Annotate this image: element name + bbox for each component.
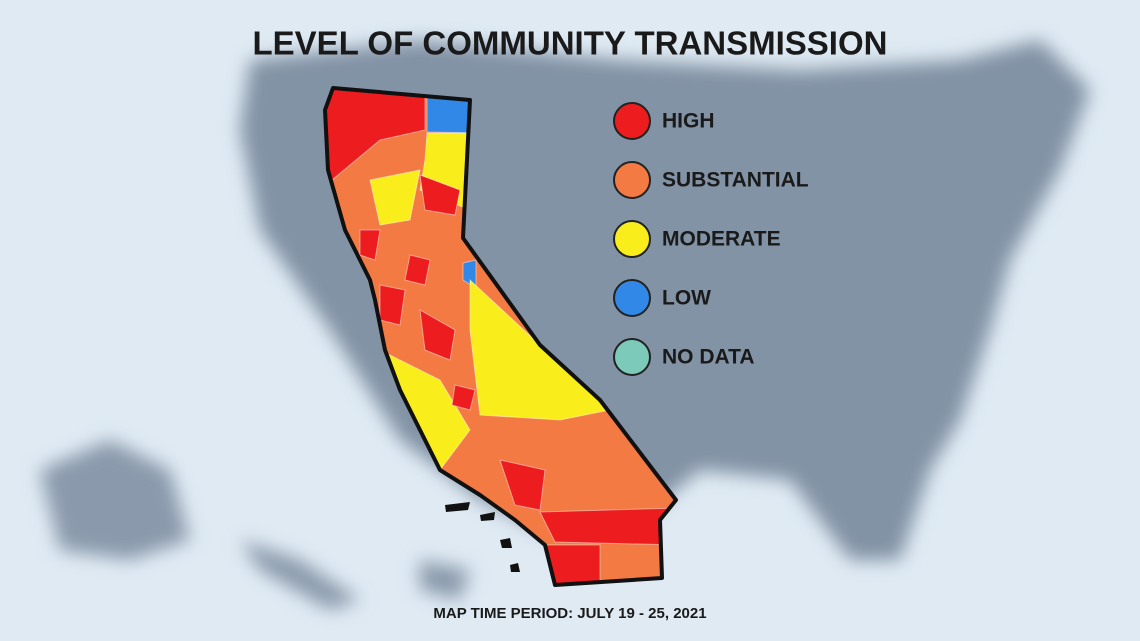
county-region: [379, 284, 406, 326]
county-region: [325, 88, 426, 192]
legend-swatch: [613, 338, 651, 376]
county-region: [369, 169, 421, 226]
legend-label: NO DATA: [662, 346, 755, 369]
legend-label: SUBSTANTIAL: [662, 169, 809, 192]
legend-swatch: [613, 279, 651, 317]
county-region: [451, 384, 476, 411]
county-region: [404, 254, 431, 286]
legend-label: LOW: [662, 287, 711, 310]
county-region: [539, 507, 676, 546]
county-region: [499, 459, 546, 511]
california-outline: [323, 86, 678, 587]
legend-swatch: [613, 161, 651, 199]
legend-swatch: [613, 102, 651, 140]
channel-islands: [445, 502, 520, 572]
time-period-note: MAP TIME PERIOD: JULY 19 - 25, 2021: [433, 605, 706, 622]
county-region: [419, 309, 456, 361]
title: LEVEL OF COMMUNITY TRANSMISSION: [253, 25, 888, 62]
county-region: [419, 174, 461, 216]
legend-swatch: [613, 220, 651, 258]
county-region: [359, 229, 381, 261]
legend: HIGH SUBSTANTIAL MODERATE LOW NO DATA: [613, 102, 809, 376]
legend-label: MODERATE: [662, 228, 781, 251]
legend-label: HIGH: [662, 110, 715, 133]
